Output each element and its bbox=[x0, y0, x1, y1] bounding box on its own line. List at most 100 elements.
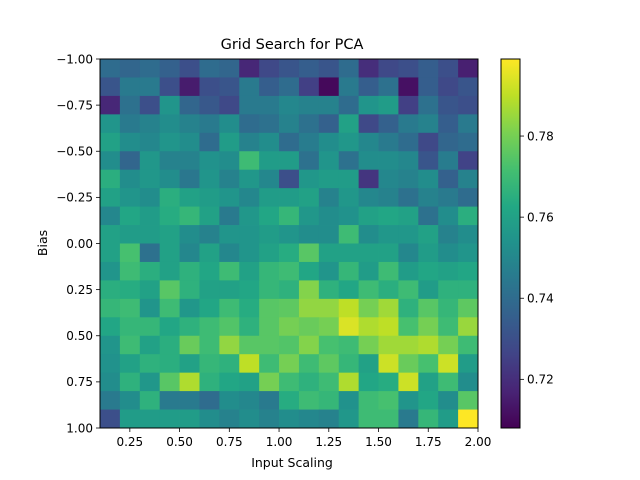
heatmap-cell bbox=[438, 298, 459, 318]
heatmap-cell bbox=[100, 59, 121, 78]
heatmap-cell bbox=[358, 169, 379, 189]
heatmap-cell bbox=[418, 225, 439, 244]
heatmap-cell bbox=[119, 206, 141, 226]
heatmap-cell bbox=[318, 132, 340, 152]
heatmap-cell bbox=[298, 261, 320, 281]
heatmap-cell bbox=[358, 59, 379, 78]
heatmap-cell bbox=[139, 391, 161, 410]
heatmap-cell bbox=[259, 169, 280, 189]
heatmap-cell bbox=[279, 132, 300, 152]
heatmap-cell bbox=[298, 95, 320, 115]
heatmap-cell bbox=[318, 225, 340, 244]
heatmap-cell bbox=[259, 261, 280, 281]
heatmap-cell bbox=[398, 317, 419, 337]
heatmap-cell bbox=[378, 391, 399, 410]
heatmap-cell bbox=[318, 372, 340, 392]
heatmap-cell bbox=[458, 372, 479, 392]
heatmap-cell bbox=[438, 372, 459, 392]
heatmap-cell bbox=[298, 391, 320, 410]
y-tick-label: 0.75 bbox=[66, 375, 93, 389]
heatmap-cell bbox=[219, 354, 240, 374]
heatmap-cell bbox=[338, 59, 360, 78]
heatmap-cell bbox=[338, 206, 360, 226]
heatmap-cell bbox=[239, 317, 260, 337]
heatmap-cell bbox=[298, 169, 320, 189]
heatmap-cell bbox=[100, 372, 121, 392]
heatmap-cell bbox=[398, 77, 419, 97]
heatmap-cell bbox=[119, 335, 141, 355]
heatmap-cell bbox=[438, 261, 459, 281]
heatmap-cell bbox=[179, 317, 200, 337]
heatmap-cell bbox=[199, 372, 220, 392]
heatmap-cell bbox=[179, 59, 200, 78]
heatmap-cell bbox=[199, 188, 220, 207]
y-tick-label: −0.25 bbox=[56, 191, 93, 205]
heatmap-cell bbox=[418, 354, 439, 374]
heatmap-cell bbox=[219, 132, 240, 152]
heatmap-cell bbox=[139, 59, 161, 78]
heatmap-cell bbox=[418, 243, 439, 263]
heatmap-cell bbox=[418, 132, 439, 152]
heatmap-cell bbox=[298, 372, 320, 392]
heatmap-cell bbox=[358, 225, 379, 244]
heatmap-cell bbox=[219, 391, 240, 410]
heatmap-cell bbox=[318, 151, 340, 171]
heatmap-cell bbox=[358, 335, 379, 355]
heatmap-cell bbox=[418, 169, 439, 189]
heatmap-cell bbox=[458, 206, 479, 226]
heatmap-cell bbox=[259, 95, 280, 115]
heatmap-cell bbox=[338, 372, 360, 392]
heatmap-cell bbox=[438, 206, 459, 226]
heatmap-cell bbox=[259, 298, 280, 318]
heatmap-cell bbox=[139, 132, 161, 152]
heatmap-cell bbox=[219, 280, 240, 300]
heatmap-cell bbox=[378, 409, 399, 429]
heatmap-cell bbox=[179, 243, 200, 263]
heatmap-cell bbox=[159, 243, 180, 263]
heatmap-cell bbox=[398, 243, 419, 263]
heatmap-cell bbox=[219, 372, 240, 392]
heatmap-cell bbox=[119, 225, 141, 244]
heatmap-cell bbox=[378, 298, 399, 318]
heatmap-cell bbox=[179, 188, 200, 207]
heatmap-cell bbox=[219, 335, 240, 355]
heatmap-cell bbox=[318, 77, 340, 97]
heatmap-cell bbox=[298, 317, 320, 337]
heatmap-cell bbox=[418, 391, 439, 410]
heatmap-cell bbox=[338, 132, 360, 152]
heatmap-cell bbox=[279, 354, 300, 374]
heatmap-cell bbox=[179, 95, 200, 115]
heatmap-cell bbox=[418, 298, 439, 318]
heatmap-cell bbox=[438, 280, 459, 300]
heatmap-cell bbox=[179, 409, 200, 429]
heatmap-cell bbox=[458, 243, 479, 263]
heatmap-cell bbox=[298, 77, 320, 97]
heatmap-cell bbox=[318, 335, 340, 355]
colorbar-tick-label: 0.78 bbox=[527, 129, 554, 143]
heatmap-cell bbox=[259, 114, 280, 134]
heatmap-cell bbox=[159, 114, 180, 134]
colorbar-ticks: 0.72 0.74 0.76 0.78 bbox=[520, 129, 554, 387]
heatmap-cell bbox=[358, 298, 379, 318]
heatmap-cell bbox=[199, 335, 220, 355]
heatmap-cell bbox=[100, 77, 121, 97]
heatmap-cell bbox=[358, 261, 379, 281]
heatmap-cell bbox=[219, 59, 240, 78]
heatmap-cell bbox=[179, 391, 200, 410]
heatmap-cell bbox=[438, 317, 459, 337]
heatmap-cell bbox=[398, 298, 419, 318]
heatmap-cell bbox=[199, 354, 220, 374]
heatmap-cell bbox=[139, 372, 161, 392]
heatmap-cell bbox=[139, 298, 161, 318]
x-tick-label: 1.00 bbox=[266, 435, 293, 449]
heatmap-cell bbox=[259, 335, 280, 355]
heatmap-cell bbox=[159, 225, 180, 244]
heatmap-cell bbox=[338, 243, 360, 263]
heatmap-cell bbox=[418, 77, 439, 97]
heatmap-cell bbox=[119, 132, 141, 152]
heatmap-cell bbox=[418, 335, 439, 355]
x-tick-label: 1.25 bbox=[315, 435, 342, 449]
heatmap-cell bbox=[179, 280, 200, 300]
heatmap-cell bbox=[279, 95, 300, 115]
